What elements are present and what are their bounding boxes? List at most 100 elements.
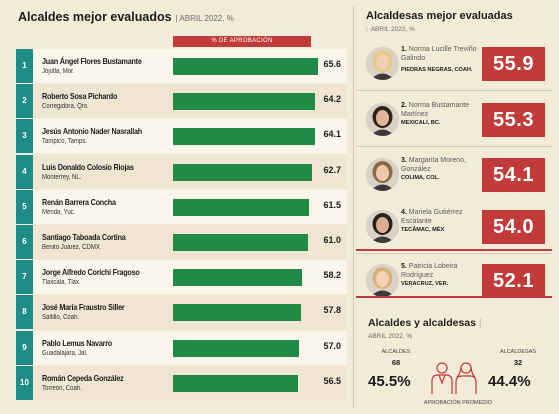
- card-divider: [356, 253, 552, 254]
- alcaldesa-rank: 3.: [401, 157, 407, 164]
- men-count: 68: [391, 358, 401, 367]
- summary-footer: APROBACIÓN PROMEDIO: [423, 400, 493, 406]
- alcalde-name: Luis Donaldo Colosio Riojas: [42, 161, 134, 172]
- approval-bar: [173, 128, 315, 146]
- avatar: [366, 158, 399, 191]
- alcalde-row: 9 Pablo Lemus Navarro Guadalajara, Jal. 57.…: [16, 330, 347, 365]
- approval-bar: [173, 234, 309, 251]
- approval-bar: [173, 304, 301, 322]
- alcaldesa-place: COLIMA, COL.: [401, 175, 440, 181]
- alcalde-name: Román Cepeda González: [42, 372, 124, 383]
- approval-bar: [173, 93, 316, 111]
- alcaldesa-name-block: 5. Patricia Lobeira Rodríguez: [401, 263, 479, 280]
- card-divider: [356, 90, 552, 91]
- avatar: [366, 47, 399, 80]
- rank-number: 6: [16, 225, 33, 259]
- summary-title: Alcaldes y alcaldesas |: [368, 317, 482, 329]
- rank-number: 1: [16, 49, 33, 83]
- right-title: Alcaldesas mejor evaluadas: [366, 10, 513, 22]
- alcalde-row: 8 José María Fraustro Siller Saltillo, Coa…: [16, 295, 347, 330]
- approval-bar: [173, 163, 312, 181]
- alcaldesa-place: PIEDRAS NEGRAS, COAH.: [401, 67, 473, 73]
- alcalde-name: Jesús Antonio Nader Nasrallah: [42, 126, 142, 137]
- approval-value: 57.0: [323, 340, 341, 351]
- right-subtitle-text: ABRIL 2022, %: [370, 26, 415, 33]
- alcaldesa-name-block: 4. Mariela Gutiérrez Escalante: [401, 209, 479, 226]
- approval-value: 57.8: [323, 305, 341, 316]
- approval-value: 61.5: [323, 199, 341, 210]
- alcaldesa-card: 4. Mariela Gutiérrez Escalante TECÁMAC, M…: [362, 203, 551, 253]
- alcalde-place: Monterrey, NL.: [42, 173, 82, 181]
- alcaldesa-name: Norma Bustamante Martínez: [401, 102, 470, 118]
- alcalde-row: 1 Juan Ángel Flores Bustamante Jojutla, Mo…: [16, 49, 347, 83]
- approval-value: 62.7: [323, 164, 341, 175]
- rank-number: 7: [16, 260, 33, 295]
- alcaldesa-name-block: 2. Norma Bustamante Martínez: [401, 102, 479, 119]
- approval-value: 64.1: [323, 129, 341, 140]
- alcaldesa-card: 5. Patricia Lobeira Rodríguez VERACRUZ, V…: [362, 257, 551, 307]
- approval-bar: [173, 269, 302, 287]
- rank-number: 10: [16, 365, 33, 400]
- approval-score: 52.1: [482, 264, 545, 298]
- alcaldesa-card: 2. Norma Bustamante Martínez MEXICALI, BC…: [362, 96, 551, 146]
- women-label: ALCALDESAS: [499, 349, 537, 355]
- alcalde-name: Roberto Sosa Pichardo: [42, 91, 118, 102]
- alcaldesa-card: 1. Norma Lucille Treviño Galindo PIEDRAS …: [362, 40, 551, 90]
- highlight-line-bottom: [356, 296, 552, 298]
- alcalde-name: Santiago Taboada Cortina: [42, 232, 126, 242]
- right-subtitle: | ABRIL 2022, %: [366, 26, 415, 33]
- men-label: ALCALDES: [381, 349, 411, 355]
- approval-bar: [173, 58, 319, 75]
- alcalde-row: 6 Santiago Taboada Cortina Benito Juárez, …: [16, 225, 347, 259]
- rank-number: 3: [16, 119, 33, 154]
- approval-value: 56.5: [323, 375, 341, 386]
- avatar: [366, 264, 399, 297]
- alcaldesa-name-block: 1. Norma Lucille Treviño Galindo: [401, 46, 479, 63]
- alcalde-row: 10 Román Cepeda González Torreón, Coah. 56.…: [16, 365, 347, 400]
- left-subtitle: | ABRIL 2022, %: [175, 14, 234, 23]
- rank-number: 5: [16, 189, 33, 224]
- alcaldesa-name: Mariela Gutiérrez Escalante: [401, 209, 463, 225]
- approval-bar: [173, 339, 300, 357]
- alcalde-place: Torreón, Coah.: [42, 384, 82, 392]
- alcaldesa-rank: 4.: [401, 209, 407, 216]
- man-woman-icon: [431, 362, 477, 394]
- alcalde-name: Juan Ángel Flores Bustamante: [42, 56, 142, 66]
- approval-value: 61.0: [323, 235, 341, 245]
- alcalde-row: 3 Jesús Antonio Nader Nasrallah Tampico, T…: [16, 119, 347, 154]
- alcalde-row: 4 Luis Donaldo Colosio Riojas Monterrey, N…: [16, 154, 347, 189]
- alcaldesa-name: Norma Lucille Treviño Galindo: [401, 46, 477, 62]
- alcaldes-bar-chart: 1 Juan Ángel Flores Bustamante Jojutla, Mo…: [16, 49, 347, 401]
- rank-number: 8: [16, 295, 33, 330]
- highlight-line-top: [356, 249, 552, 251]
- alcalde-row: 2 Roberto Sosa Pichardo Corregidora, Qro. 6…: [16, 84, 347, 119]
- left-title: Alcaldes mejor evaluados | ABRIL 2022, %: [18, 10, 234, 24]
- left-title-text: Alcaldes mejor evaluados: [18, 10, 172, 24]
- alcalde-place: Corregidora, Qro.: [42, 103, 89, 111]
- rank-number: 4: [16, 154, 33, 189]
- approval-bar: [173, 198, 310, 216]
- alcalde-place: Jojutla, Mor.: [42, 68, 75, 75]
- alcaldesa-name: Patricia Lobeira Rodríguez: [401, 263, 458, 279]
- women-approval: 44.4%: [488, 373, 531, 390]
- avatar: [366, 210, 399, 243]
- alcalde-name: José María Fraustro Siller: [42, 302, 125, 313]
- women-count: 32: [513, 358, 523, 367]
- approval-score: 54.1: [482, 158, 545, 192]
- rank-number: 9: [16, 330, 33, 365]
- alcalde-row: 5 Renán Barrera Concha Mérida, Yuc. 61.5: [16, 189, 347, 224]
- approval-bar: [173, 374, 299, 392]
- approval-column-header: % DE APROBACIÓN: [173, 36, 311, 47]
- summary-subtitle: ABRIL 2022, %: [368, 333, 413, 340]
- alcaldesa-name-block: 3. Margarita Moreno, González: [401, 157, 479, 174]
- alcaldesa-place: TECÁMAC, MÉX: [401, 227, 445, 233]
- approval-value: 58.2: [323, 270, 341, 281]
- avatar: [366, 103, 399, 136]
- alcaldesa-rank: 2.: [401, 102, 407, 109]
- alcalde-name: Renán Barrera Concha: [42, 196, 116, 207]
- summary-title-text: Alcaldes y alcaldesas: [368, 317, 476, 329]
- alcalde-name: Pablo Lemus Navarro: [42, 337, 112, 348]
- approval-score: 55.9: [482, 47, 545, 81]
- alcaldesa-card: 3. Margarita Moreno, González COLIMA, COL…: [362, 151, 551, 201]
